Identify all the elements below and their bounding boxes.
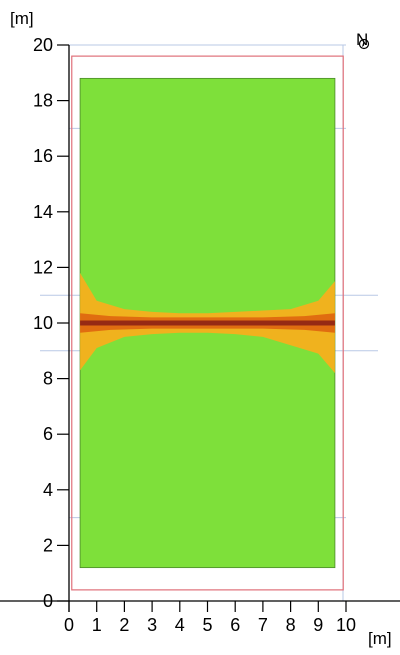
y-tick-label: 20 [33, 35, 53, 55]
x-tick-label: 7 [258, 615, 268, 635]
y-tick-label: 14 [33, 202, 53, 222]
x-tick-label: 1 [92, 615, 102, 635]
y-tick-label: 10 [33, 313, 53, 333]
y-tick-label: 0 [43, 591, 53, 611]
y-tick-label: 2 [43, 535, 53, 555]
x-tick-label: 5 [202, 615, 212, 635]
y-tick-label: 8 [43, 369, 53, 389]
y-tick-label: 12 [33, 257, 53, 277]
room-outline [71, 55, 344, 591]
x-axis-unit: [m] [368, 629, 392, 648]
y-tick-label: 16 [33, 146, 53, 166]
north-arrow-icon: N [356, 30, 370, 50]
y-tick-label: 6 [43, 424, 53, 444]
x-tick-label: 10 [336, 615, 356, 635]
x-tick-label: 0 [64, 615, 74, 635]
north-compass-needle [362, 39, 364, 47]
y-tick-label: 4 [43, 480, 53, 500]
x-axis-ticks: 0 1 2 3 4 5 6 7 8 9 10 [64, 601, 356, 635]
y-axis-ticks: 0 2 4 6 8 10 12 14 16 18 20 [33, 35, 69, 611]
y-axis-unit: [m] [10, 9, 34, 28]
x-tick-label: 4 [175, 615, 185, 635]
zone-peak [80, 320, 335, 326]
x-tick-label: 9 [313, 615, 323, 635]
x-tick-label: 3 [147, 615, 157, 635]
x-tick-label: 8 [286, 615, 296, 635]
field-map [79, 77, 336, 569]
x-tick-label: 6 [230, 615, 240, 635]
x-tick-label: 2 [119, 615, 129, 635]
y-tick-label: 18 [33, 91, 53, 111]
